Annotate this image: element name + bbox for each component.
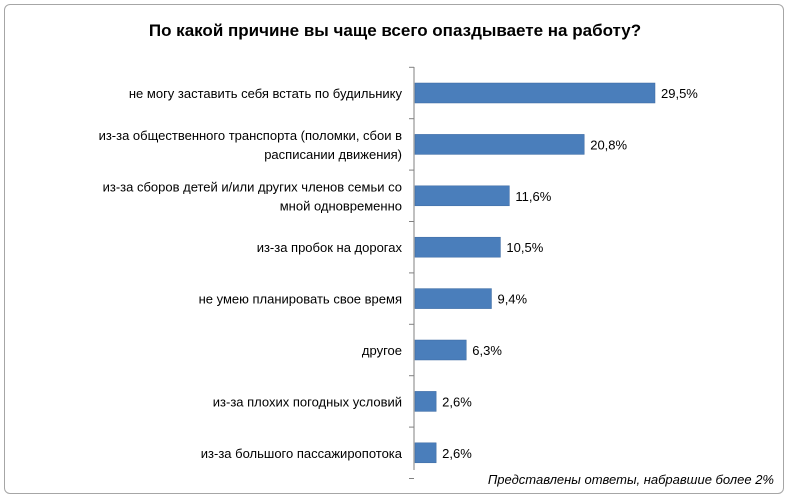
category-label: мной одновременно — [280, 198, 402, 213]
category-label: не умею планировать свое время — [199, 292, 402, 307]
category-label: из-за сборов детей и/или других членов с… — [103, 179, 402, 194]
bar — [414, 339, 467, 361]
data-label: 9,4% — [497, 292, 527, 307]
chart-frame — [4, 4, 784, 494]
data-label: 2,6% — [442, 446, 472, 461]
category-label: не могу заставить себя встать по будильн… — [129, 86, 403, 101]
category-label: из-за большого пассажиропотока — [201, 446, 403, 461]
category-label: из-за пробок на дорогах — [257, 240, 403, 255]
category-label: из-за общественного транспорта (поломки,… — [99, 128, 403, 143]
category-label: из-за плохих погодных условий — [213, 394, 402, 409]
data-label: 29,5% — [661, 86, 698, 101]
bar — [414, 185, 510, 207]
data-label: 11,6% — [515, 189, 551, 204]
bar — [414, 288, 492, 309]
bar — [414, 82, 656, 104]
chart-footnote: Представлены ответы, набравшие более 2% — [487, 472, 774, 487]
category-label: другое — [362, 343, 402, 358]
bar — [414, 134, 585, 155]
data-label: 10,5% — [506, 240, 543, 255]
data-label: 2,6% — [442, 394, 472, 409]
data-label: 6,3% — [472, 343, 502, 358]
bar — [414, 236, 501, 258]
bar — [414, 391, 437, 412]
category-label: расписании движения) — [264, 147, 402, 162]
data-label: 20,8% — [590, 137, 627, 152]
chart-title: По какой причине вы чаще всего опаздывае… — [148, 21, 642, 40]
bar — [414, 442, 437, 464]
